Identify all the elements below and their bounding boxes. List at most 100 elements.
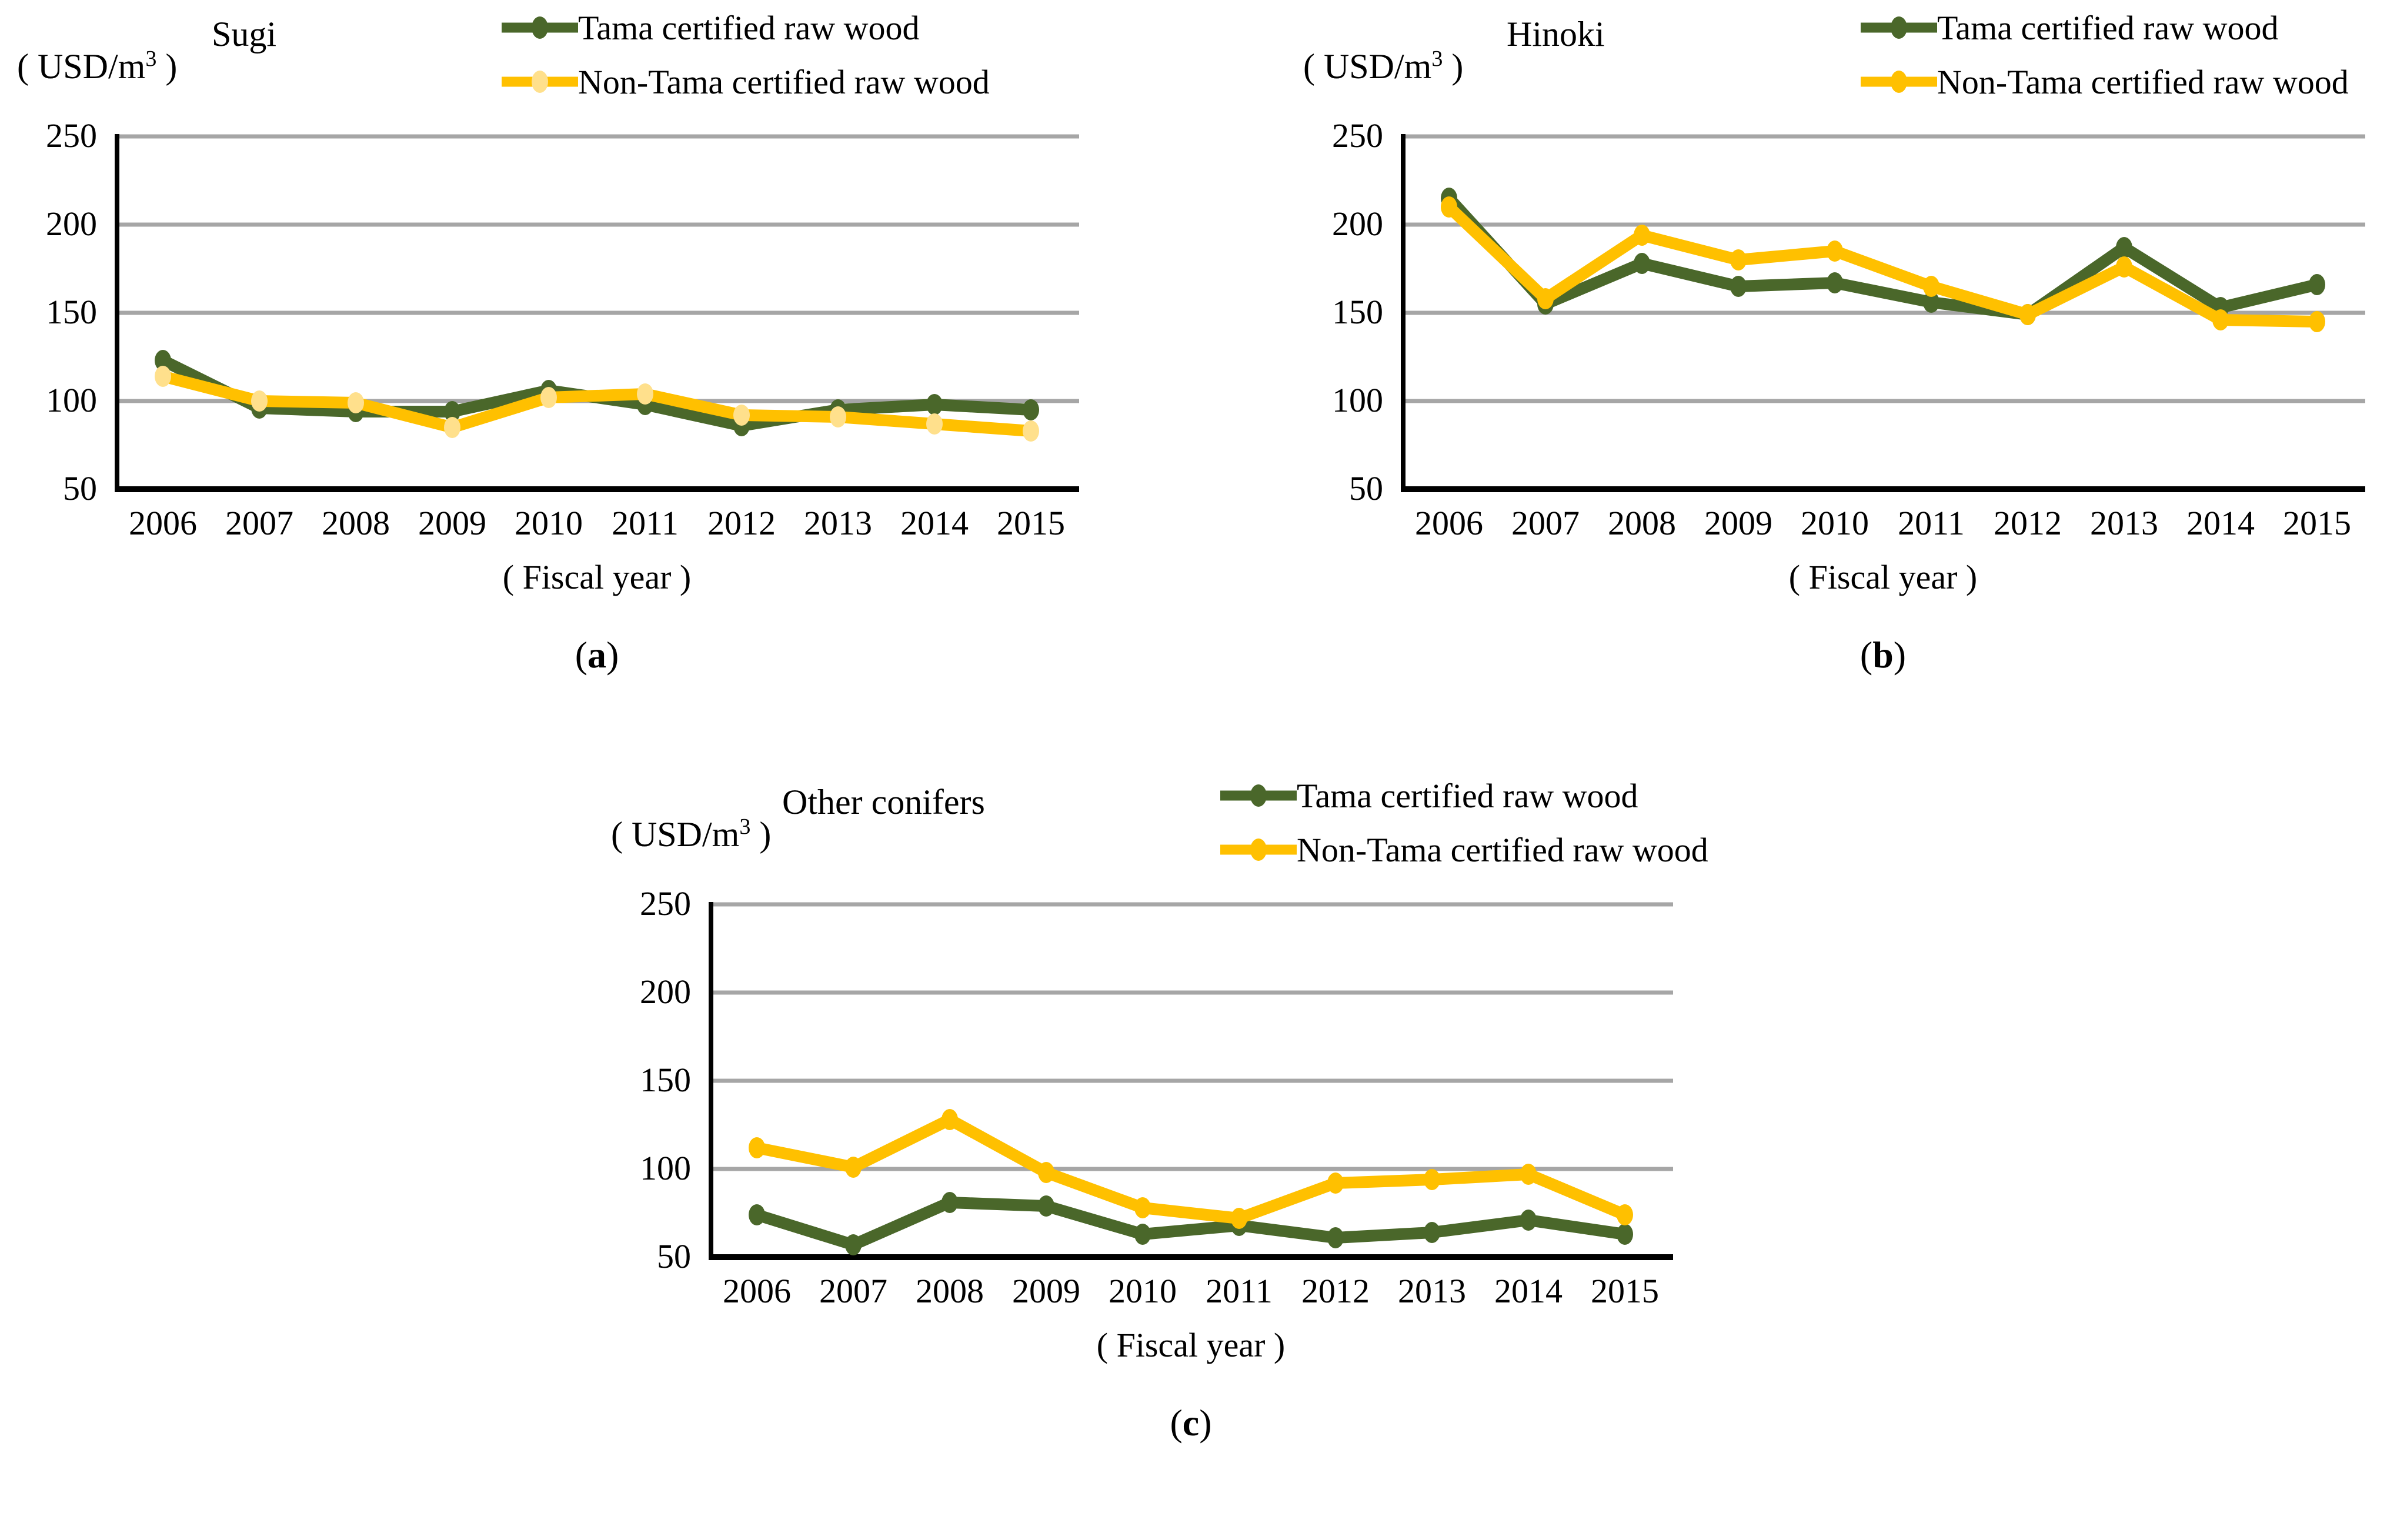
line-marker-icon: [1220, 839, 1297, 861]
y-axis-tick-labels: 250 200 150 100 50: [1301, 116, 1401, 507]
x-axis-tick-label: 2013: [2090, 504, 2158, 542]
y-axis-tick-label: 100: [1332, 381, 1383, 420]
y-axis-tick-label: 250: [46, 116, 97, 155]
y-axis-tick-label: 150: [1332, 293, 1383, 332]
x-axis-tick-label: 2007: [1511, 504, 1580, 542]
x-axis-tick-label: 2015: [1591, 1272, 1659, 1310]
line-marker-icon: [1220, 784, 1297, 807]
unit-text-close: ): [1443, 47, 1464, 86]
x-axis-tick-labels: 2006 2007 2008 2009 2010 2011 2012 2013 2014 2015: [115, 496, 1079, 543]
x-axis-tick-label: 2010: [1801, 504, 1869, 542]
y-axis-unit-label: ( USD/m3 ): [611, 814, 771, 855]
data-point-marker: [845, 1234, 862, 1255]
data-point-marker: [2116, 237, 2132, 258]
x-axis-tick-labels: 2006 2007 2008 2009 2010 2011 2012 2013 2014 2015: [709, 1264, 1673, 1311]
x-axis-tick-label: 2014: [1494, 1272, 1563, 1310]
chart-title: Sugi: [212, 15, 277, 54]
x-axis-tick-label: 2011: [612, 504, 679, 542]
legend-label: Non-Tama certified raw wood: [578, 62, 990, 101]
data-point-marker: [1730, 249, 1747, 270]
plot-area: [115, 134, 1079, 492]
data-point-marker: [2116, 256, 2132, 278]
data-point-marker: [1923, 276, 1939, 297]
data-point-marker: [444, 417, 460, 438]
x-axis-tick-label: 2009: [1012, 1272, 1080, 1310]
data-point-marker: [1134, 1197, 1151, 1218]
legend-item: Non-Tama certified raw wood: [1220, 830, 1708, 869]
data-point-marker: [1634, 225, 1650, 246]
data-point-marker: [1617, 1224, 1633, 1245]
x-axis-tick-label: 2012: [1301, 1272, 1370, 1310]
legend-label: Tama certified raw wood: [1937, 8, 2279, 47]
data-point-marker: [1520, 1210, 1537, 1231]
chart-title: Other conifers: [782, 783, 985, 821]
data-point-marker: [1730, 276, 1747, 297]
legend-label: Non-Tama certified raw wood: [1937, 62, 2349, 101]
line-marker-icon: [1861, 71, 1937, 93]
x-axis-tick-label: 2009: [1704, 504, 1772, 542]
x-axis-tick-label: 2013: [804, 504, 872, 542]
unit-text: ( USD/m: [1303, 47, 1432, 86]
y-axis-tick-label: 50: [1349, 469, 1383, 508]
chart-panel-sugi: ( USD/m3 ) Sugi Tama certified raw wood …: [15, 7, 1132, 677]
x-axis-tick-label: 2014: [2186, 504, 2255, 542]
data-point-marker: [1827, 272, 1843, 293]
data-point-marker: [942, 1109, 958, 1130]
caption-paren: ): [1199, 1402, 1212, 1444]
caption-paren: ): [606, 634, 619, 676]
plot-row: 250 200 150 100 50: [609, 884, 1726, 1275]
data-point-marker: [2309, 274, 2325, 295]
chart-panel-hinoki: ( USD/m3 ) Hinoki Tama certified raw woo…: [1301, 7, 2387, 677]
legend-item: Tama certified raw wood: [1861, 8, 2349, 47]
data-point-marker: [2212, 309, 2229, 330]
x-axis-tick-label: 2010: [1109, 1272, 1177, 1310]
series-line: [751, 1114, 1631, 1224]
data-point-marker: [348, 392, 364, 413]
unit-text: ( USD/m: [611, 815, 740, 854]
data-point-marker: [1424, 1169, 1440, 1190]
data-point-marker: [1520, 1164, 1537, 1185]
unit-text: ( USD/m: [17, 47, 146, 86]
plot-row: 250 200 150 100 50: [15, 116, 1132, 507]
y-axis-tick-label: 150: [46, 293, 97, 332]
x-axis-tick-label: 2008: [1608, 504, 1676, 542]
legend-item: Tama certified raw wood: [1220, 776, 1708, 815]
data-point-marker: [1038, 1162, 1054, 1183]
x-axis-tick-label: 2009: [418, 504, 486, 542]
legend-item: Non-Tama certified raw wood: [1861, 62, 2349, 101]
data-point-marker: [251, 390, 268, 412]
x-axis-tick-label: 2010: [515, 504, 583, 542]
unit-superscript: 3: [1431, 46, 1443, 71]
unit-superscript: 3: [739, 814, 751, 839]
panel-caption: (a): [115, 633, 1079, 677]
data-point-marker: [733, 405, 750, 426]
unit-text-close: ): [156, 47, 178, 86]
caption-paren: (: [1859, 634, 1873, 676]
series-line: [157, 370, 1037, 437]
unit-text-close: ): [750, 815, 772, 854]
x-axis-tick-label: 2014: [900, 504, 969, 542]
y-axis-tick-labels: 250 200 150 100 50: [609, 884, 709, 1275]
y-axis-tick-label: 100: [46, 381, 97, 420]
y-axis-tick-label: 50: [63, 469, 97, 508]
data-point-marker: [1327, 1227, 1344, 1248]
caption-letter: a: [587, 634, 606, 676]
caption-paren: (: [575, 634, 587, 676]
plot-area: [1401, 134, 2365, 492]
x-axis-label-text: ( Fiscal year ): [1788, 558, 1978, 596]
data-point-marker: [926, 413, 943, 435]
data-point-marker: [1634, 253, 1650, 274]
y-axis-unit-label: ( USD/m3 ): [1303, 46, 1463, 87]
data-point-marker: [1231, 1208, 1247, 1229]
x-axis-tick-label: 2012: [1994, 504, 2062, 542]
data-point-marker: [830, 406, 846, 427]
data-point-marker: [1327, 1172, 1344, 1194]
series-line: [1443, 192, 2323, 320]
legend-label: Tama certified raw wood: [1297, 776, 1638, 815]
series-line: [1443, 201, 2323, 328]
x-axis-tick-labels: 2006 2007 2008 2009 2010 2011 2012 2013 2014 2015: [1401, 496, 2365, 543]
data-point-marker: [942, 1192, 958, 1213]
data-point-marker: [155, 350, 171, 371]
data-point-marker: [1923, 292, 1939, 313]
y-axis-tick-label: 50: [657, 1237, 691, 1276]
